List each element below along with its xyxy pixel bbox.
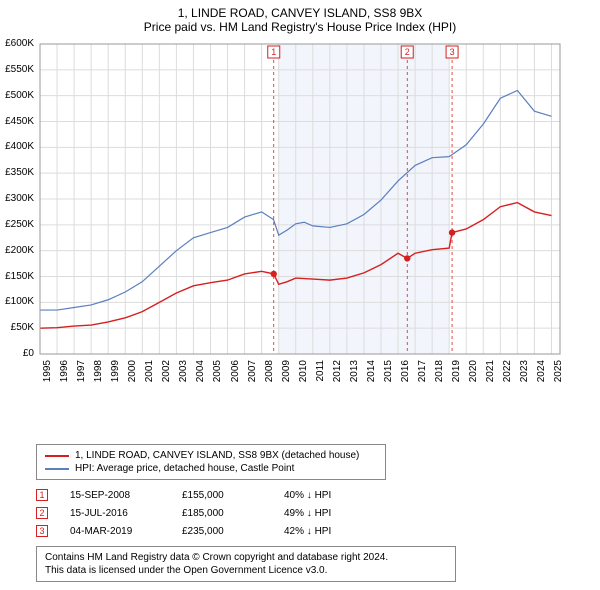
y-tick-label: £100K: [0, 296, 34, 307]
event-price: £235,000: [182, 526, 262, 537]
x-tick-label: 2020: [468, 360, 479, 390]
event-marker: 2: [36, 507, 48, 519]
legend-swatch: [45, 455, 69, 457]
x-tick-label: 2000: [127, 360, 138, 390]
x-tick-label: 2019: [451, 360, 462, 390]
chart-svg: 1 2 3: [36, 40, 596, 400]
event-row: 2 15-JUL-2016 £185,000 49% ↓ HPI: [36, 504, 600, 522]
x-tick-label: 2021: [485, 360, 496, 390]
y-tick-label: £200K: [0, 245, 34, 256]
legend-row: HPI: Average price, detached house, Cast…: [45, 462, 377, 475]
event-diff: 42% ↓ HPI: [284, 526, 331, 537]
event-date: 15-SEP-2008: [70, 490, 160, 501]
x-tick-label: 2007: [247, 360, 258, 390]
svg-text:1: 1: [271, 47, 276, 57]
x-tick-label: 2023: [519, 360, 530, 390]
attribution-line-2: This data is licensed under the Open Gov…: [45, 564, 447, 577]
x-tick-label: 2004: [195, 360, 206, 390]
y-tick-label: £250K: [0, 219, 34, 230]
x-tick-label: 2016: [400, 360, 411, 390]
x-tick-label: 2025: [553, 360, 564, 390]
legend: 1, LINDE ROAD, CANVEY ISLAND, SS8 9BX (d…: [36, 444, 386, 480]
event-row: 3 04-MAR-2019 £235,000 42% ↓ HPI: [36, 522, 600, 540]
attribution: Contains HM Land Registry data © Crown c…: [36, 546, 456, 582]
y-tick-label: £450K: [0, 116, 34, 127]
x-tick-label: 2013: [349, 360, 360, 390]
y-tick-label: £300K: [0, 193, 34, 204]
x-tick-label: 2006: [230, 360, 241, 390]
title-line-1: 1, LINDE ROAD, CANVEY ISLAND, SS8 9BX: [0, 6, 600, 20]
y-tick-label: £350K: [0, 167, 34, 178]
event-diff: 49% ↓ HPI: [284, 508, 331, 519]
attribution-line-1: Contains HM Land Registry data © Crown c…: [45, 551, 447, 564]
event-row: 1 15-SEP-2008 £155,000 40% ↓ HPI: [36, 486, 600, 504]
price-chart: 123 £0£50K£100K£150K£200K£250K£300K£350K…: [36, 40, 596, 400]
x-tick-label: 2003: [178, 360, 189, 390]
x-tick-label: 2024: [536, 360, 547, 390]
x-tick-label: 2002: [161, 360, 172, 390]
x-tick-label: 2015: [383, 360, 394, 390]
y-tick-label: £0: [0, 348, 34, 359]
y-tick-label: £550K: [0, 64, 34, 75]
x-tick-label: 2012: [332, 360, 343, 390]
x-tick-label: 1998: [93, 360, 104, 390]
x-tick-label: 2001: [144, 360, 155, 390]
svg-text:2: 2: [405, 47, 410, 57]
title-line-2: Price paid vs. HM Land Registry's House …: [0, 20, 600, 34]
x-tick-label: 2022: [502, 360, 513, 390]
event-marker: 3: [36, 525, 48, 537]
y-tick-label: £500K: [0, 90, 34, 101]
x-tick-label: 1999: [110, 360, 121, 390]
legend-row: 1, LINDE ROAD, CANVEY ISLAND, SS8 9BX (d…: [45, 449, 377, 462]
event-price: £155,000: [182, 490, 262, 501]
x-tick-label: 1997: [76, 360, 87, 390]
events-table: 1 15-SEP-2008 £155,000 40% ↓ HPI 2 15-JUL-201…: [36, 486, 600, 540]
x-tick-label: 2005: [212, 360, 223, 390]
x-tick-label: 2017: [417, 360, 428, 390]
y-tick-label: £50K: [0, 322, 34, 333]
x-tick-label: 2008: [264, 360, 275, 390]
x-tick-label: 2009: [281, 360, 292, 390]
y-tick-label: £600K: [0, 38, 34, 49]
x-tick-label: 2010: [298, 360, 309, 390]
event-diff: 40% ↓ HPI: [284, 490, 331, 501]
x-tick-label: 1995: [42, 360, 53, 390]
y-tick-label: £150K: [0, 271, 34, 282]
legend-swatch: [45, 468, 69, 470]
event-date: 04-MAR-2019: [70, 526, 160, 537]
x-tick-label: 2011: [315, 360, 326, 390]
event-date: 15-JUL-2016: [70, 508, 160, 519]
event-marker: 1: [36, 489, 48, 501]
x-tick-label: 2014: [366, 360, 377, 390]
x-tick-label: 2018: [434, 360, 445, 390]
svg-text:3: 3: [450, 47, 455, 57]
y-tick-label: £400K: [0, 141, 34, 152]
legend-label: HPI: Average price, detached house, Cast…: [75, 463, 294, 474]
event-price: £185,000: [182, 508, 262, 519]
x-tick-label: 1996: [59, 360, 70, 390]
legend-label: 1, LINDE ROAD, CANVEY ISLAND, SS8 9BX (d…: [75, 450, 359, 461]
